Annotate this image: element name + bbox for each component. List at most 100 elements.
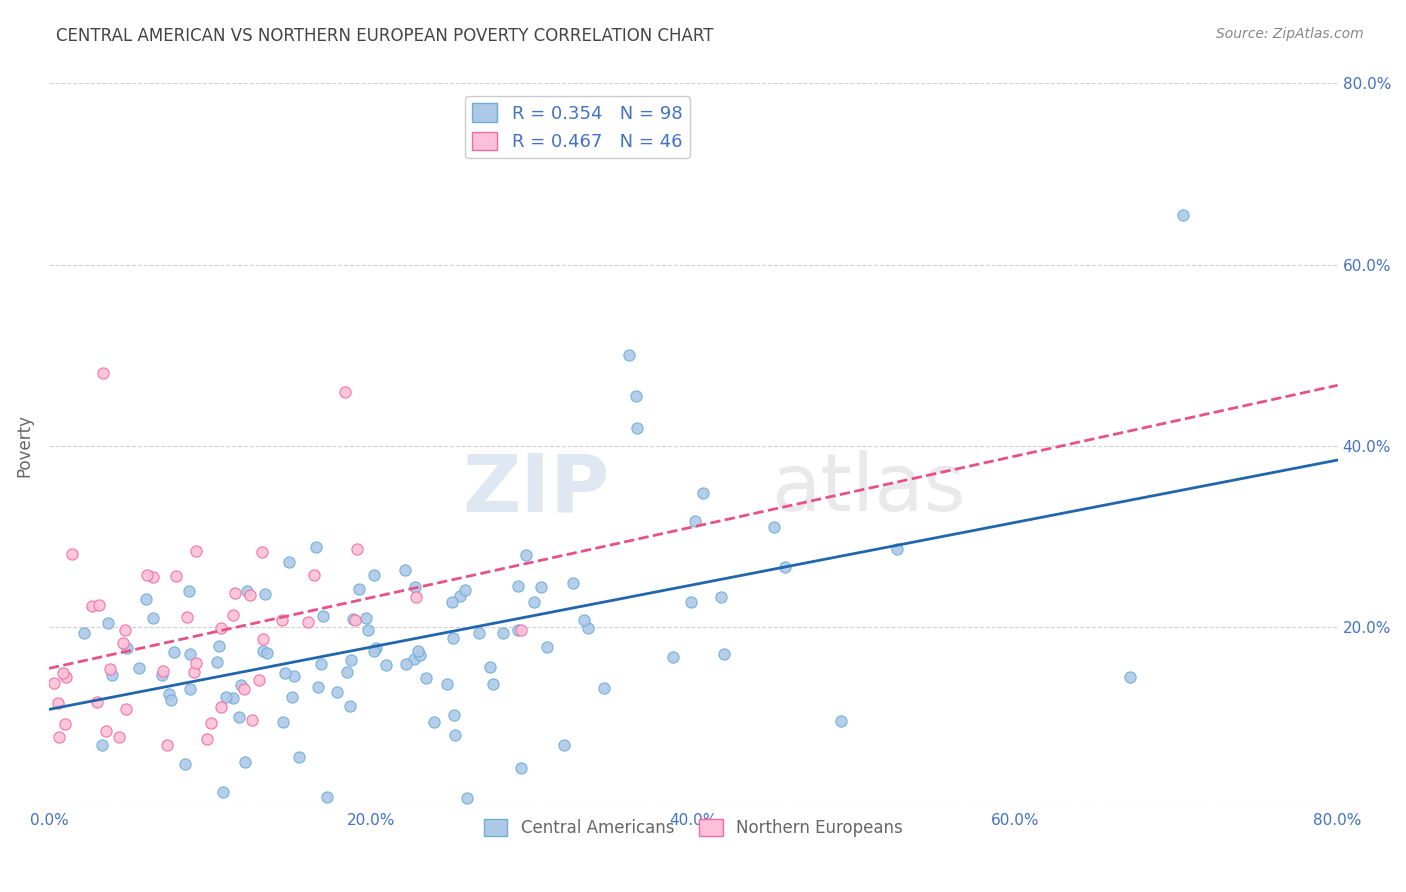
Point — [208, 639, 231, 653]
Text: atlas: atlas — [770, 450, 965, 528]
Point — [576, 621, 599, 635]
Point — [97, 615, 120, 630]
Point — [271, 613, 294, 627]
Point — [233, 756, 256, 770]
Point — [492, 625, 515, 640]
Point — [228, 709, 250, 723]
Point — [342, 611, 364, 625]
Point — [179, 647, 201, 661]
Point — [271, 714, 294, 729]
Point — [205, 655, 228, 669]
Point — [692, 485, 714, 500]
Point — [510, 761, 533, 775]
Point — [142, 611, 165, 625]
Point — [1119, 670, 1142, 684]
Point — [333, 384, 356, 399]
Point — [415, 671, 437, 685]
Point — [283, 669, 305, 683]
Point — [96, 724, 118, 739]
Point — [510, 623, 533, 637]
Point — [297, 615, 319, 629]
Point — [55, 717, 77, 731]
Point — [91, 738, 114, 752]
Point — [624, 389, 647, 403]
Point — [679, 595, 702, 609]
Point — [55, 670, 77, 684]
Point — [288, 750, 311, 764]
Point — [572, 613, 595, 627]
Point — [523, 595, 546, 609]
Point — [62, 548, 84, 562]
Point — [48, 696, 70, 710]
Point — [405, 590, 427, 604]
Point — [115, 702, 138, 716]
Point — [307, 680, 329, 694]
Point — [221, 607, 243, 622]
Point — [713, 647, 735, 661]
Point — [239, 588, 262, 602]
Point — [150, 668, 173, 682]
Point — [1171, 208, 1194, 222]
Point — [101, 668, 124, 682]
Point — [336, 665, 359, 680]
Point — [86, 695, 108, 709]
Point — [240, 713, 263, 727]
Point — [506, 579, 529, 593]
Point — [195, 731, 218, 746]
Text: ZIP: ZIP — [463, 450, 610, 528]
Point — [456, 791, 478, 805]
Point — [515, 548, 537, 562]
Point — [402, 652, 425, 666]
Point — [343, 613, 366, 627]
Point — [467, 626, 489, 640]
Point — [212, 785, 235, 799]
Point — [309, 657, 332, 672]
Point — [165, 569, 187, 583]
Point — [346, 542, 368, 557]
Point — [277, 555, 299, 569]
Point — [222, 691, 245, 706]
Point — [409, 648, 432, 662]
Y-axis label: Poverty: Poverty — [15, 415, 32, 477]
Point — [302, 567, 325, 582]
Point — [478, 660, 501, 674]
Point — [363, 568, 385, 582]
Point — [215, 690, 238, 705]
Point — [52, 665, 75, 680]
Point — [506, 623, 529, 637]
Point — [453, 583, 475, 598]
Point — [152, 665, 174, 679]
Point — [553, 739, 575, 753]
Point — [177, 583, 200, 598]
Point — [449, 589, 471, 603]
Point — [236, 583, 259, 598]
Point — [363, 644, 385, 658]
Point — [592, 681, 614, 696]
Point — [232, 682, 254, 697]
Point — [89, 598, 111, 612]
Point — [406, 644, 429, 658]
Point — [209, 700, 232, 714]
Point — [773, 560, 796, 574]
Point — [274, 666, 297, 681]
Point — [661, 649, 683, 664]
Point — [311, 608, 333, 623]
Point — [135, 591, 157, 606]
Point — [179, 681, 201, 696]
Point — [316, 789, 339, 804]
Point — [440, 595, 463, 609]
Point — [48, 730, 70, 744]
Point — [156, 738, 179, 752]
Point — [423, 714, 446, 729]
Point — [184, 544, 207, 558]
Point — [176, 610, 198, 624]
Point — [375, 657, 398, 672]
Point — [443, 707, 465, 722]
Point — [443, 728, 465, 742]
Point — [441, 631, 464, 645]
Point — [562, 576, 585, 591]
Point — [160, 693, 183, 707]
Point — [98, 662, 121, 676]
Point — [404, 580, 426, 594]
Point — [183, 665, 205, 679]
